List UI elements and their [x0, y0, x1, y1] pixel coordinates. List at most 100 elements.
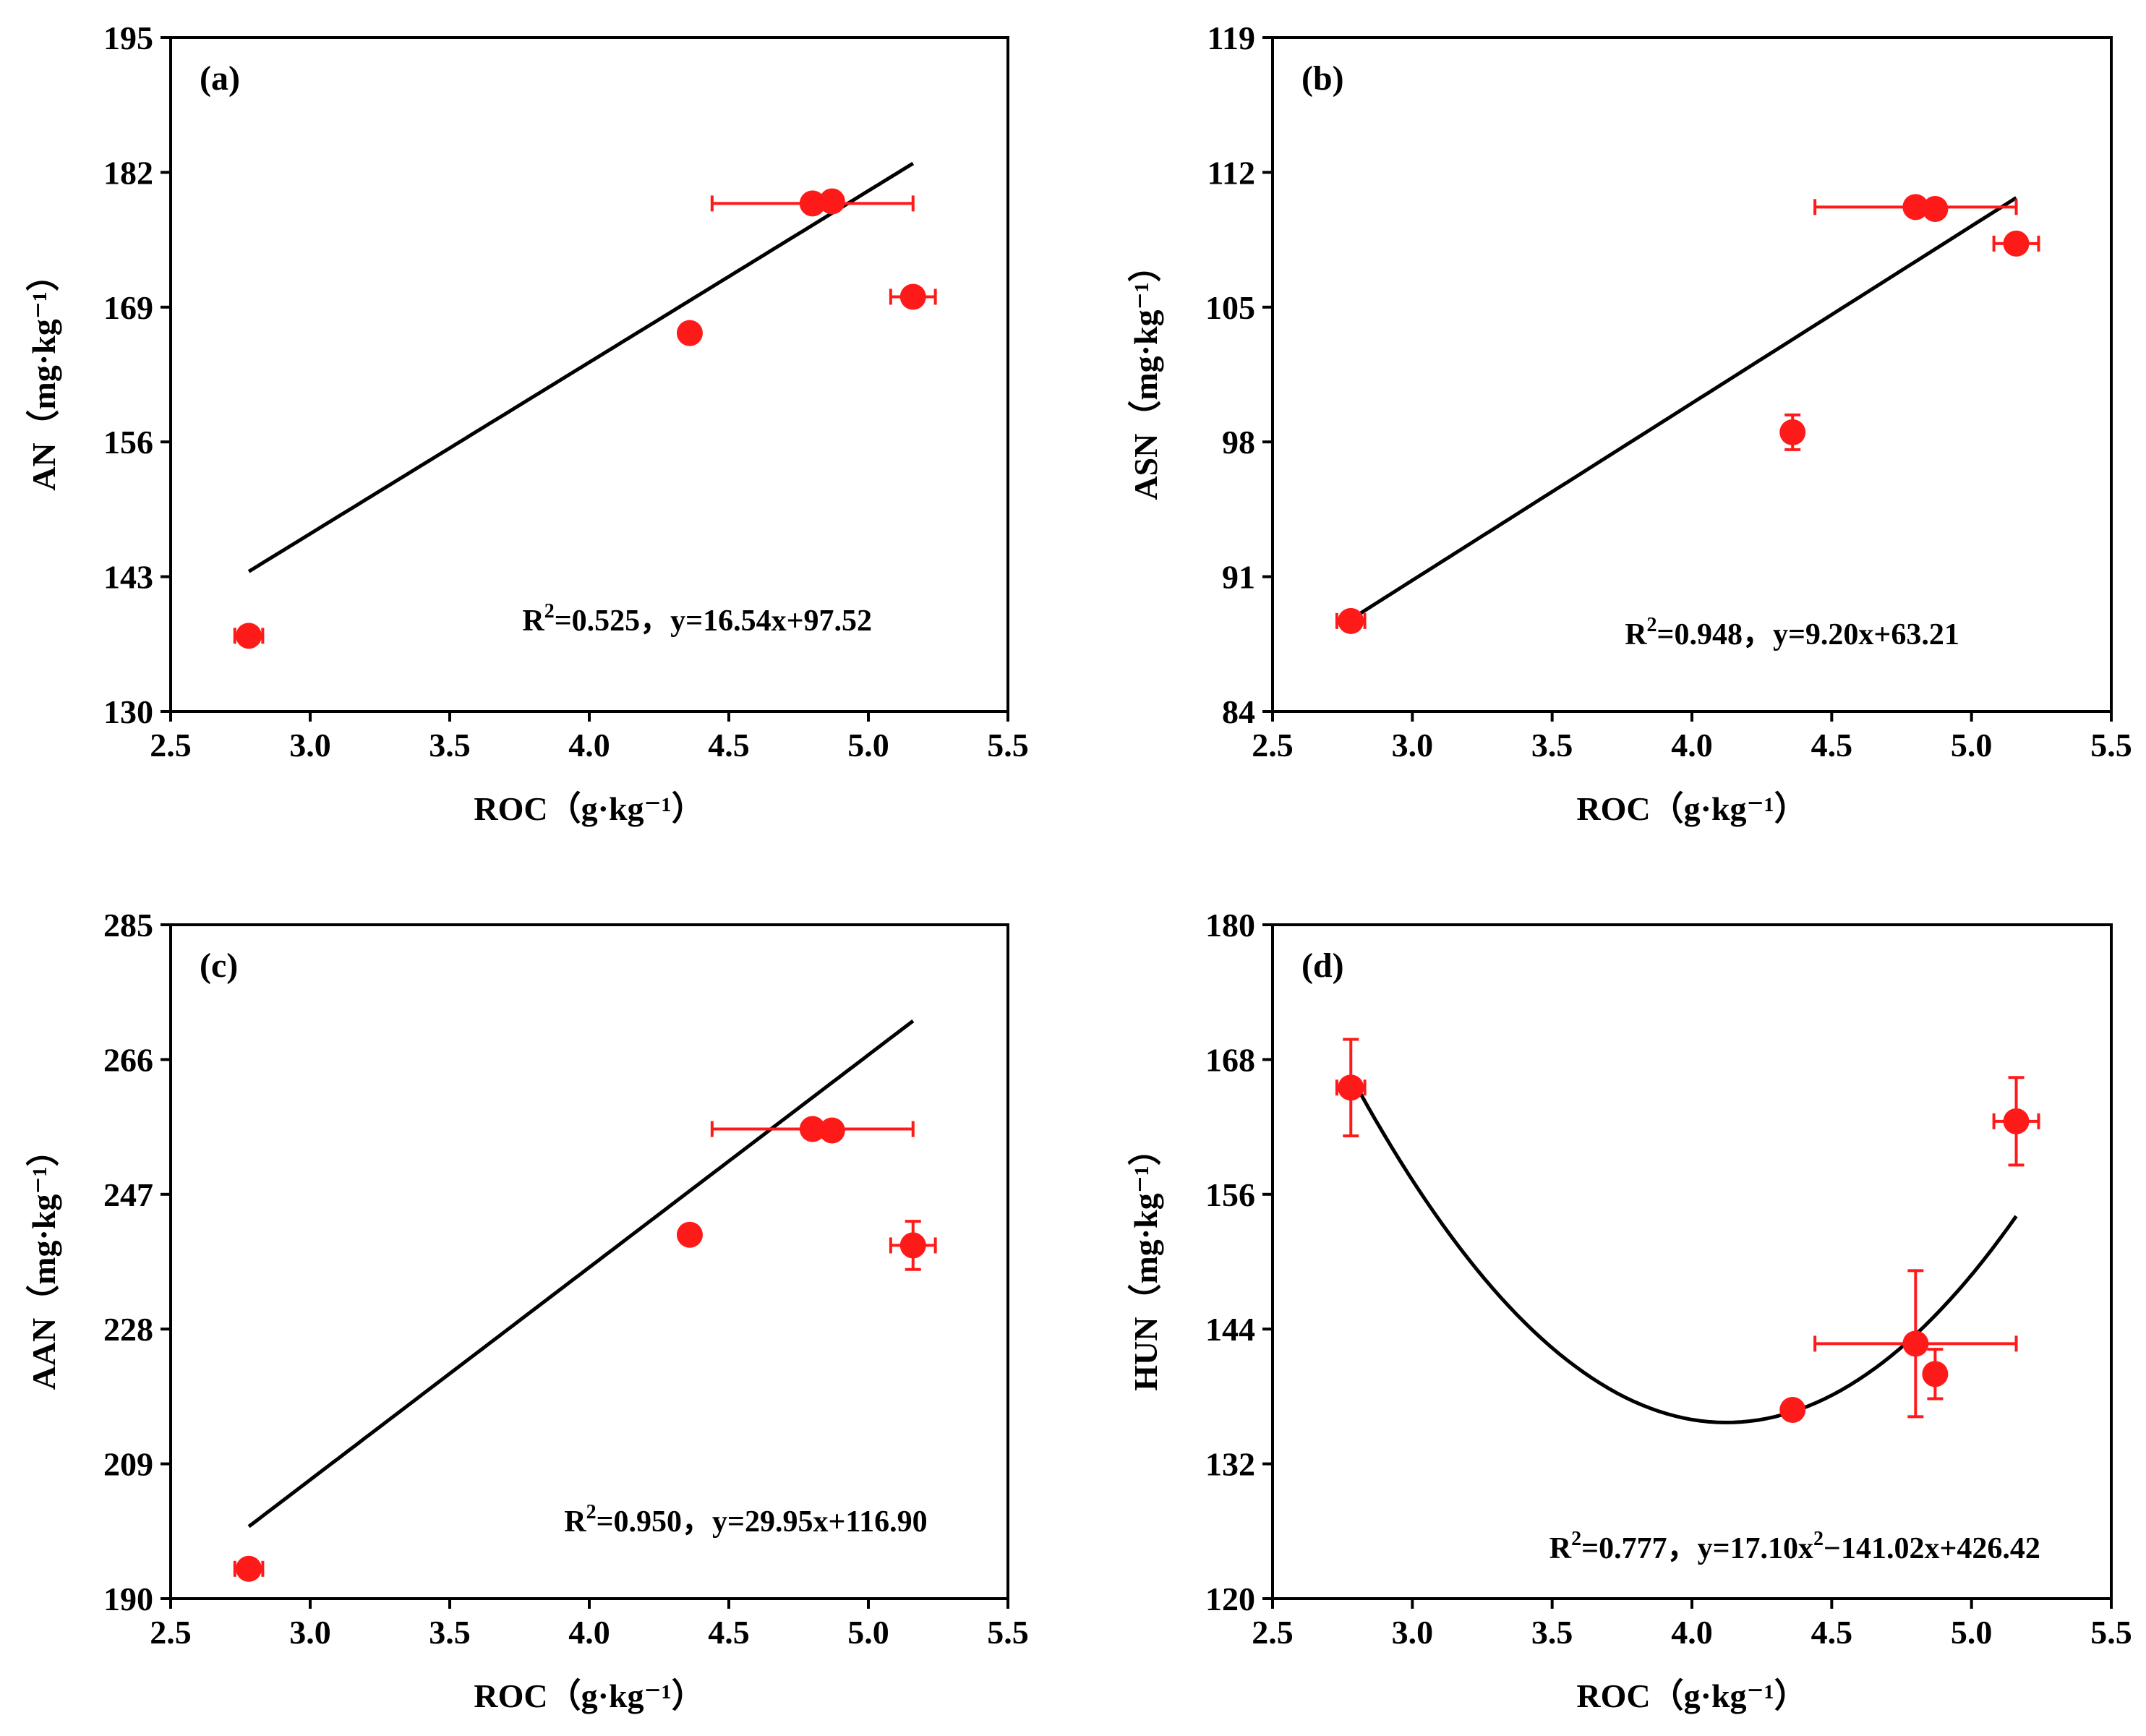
- x-tick-label: 5.0: [1951, 727, 1993, 764]
- data-point: [1922, 195, 1949, 222]
- x-tick-label: 3.5: [1531, 1614, 1573, 1651]
- equation-tail: −141.02x+426.42: [1824, 1532, 2040, 1565]
- y-axis-label: AN（mg·kg⁻¹）: [25, 258, 62, 491]
- x-tick-label: 5.0: [1951, 1614, 1993, 1651]
- equation: y=16.54x+97.52: [670, 604, 872, 638]
- r2-label: R: [564, 1505, 586, 1539]
- x-tick-label: 5.5: [987, 727, 1029, 764]
- y-tick-label: 247: [103, 1176, 153, 1213]
- r2-superscript: 2: [1647, 614, 1657, 636]
- data-point: [1779, 1397, 1806, 1424]
- panel-label: (d): [1301, 946, 1344, 985]
- regression-annotation: R2=0.525，y=16.54x+97.52: [522, 600, 872, 638]
- x-axis-unit: （g·kg⁻¹）: [548, 1677, 705, 1714]
- r2-superscript: 2: [544, 600, 555, 623]
- equation: y=17.10x: [1698, 1532, 1813, 1565]
- x-tick-label: 2.5: [150, 727, 192, 764]
- data-point: [818, 188, 845, 215]
- x-axis-name: ROC: [1576, 790, 1650, 827]
- x-axis-unit: （g·kg⁻¹）: [548, 790, 705, 827]
- x-tick-label: 5.0: [847, 1614, 889, 1651]
- y-tick-label: 120: [1205, 1581, 1255, 1617]
- x-tick-label: 2.5: [1252, 1614, 1294, 1651]
- r2-value: =0.777，: [1581, 1532, 1697, 1565]
- x-tick-label: 3.0: [289, 1614, 331, 1651]
- y-tick-label: 180: [1205, 907, 1255, 944]
- y-tick-label: 143: [103, 559, 153, 596]
- r2-value: =0.525，: [555, 604, 670, 638]
- x-axis-label: ROC（g·kg⁻¹）: [474, 790, 704, 827]
- y-axis-label: ASN（mg·kg⁻¹）: [1127, 249, 1164, 500]
- y-axis-name: AN: [25, 442, 62, 490]
- regression-annotation: R2=0.950，y=29.95x+116.90: [564, 1501, 927, 1539]
- fit-line: [247, 161, 915, 573]
- fit-line: [247, 1019, 915, 1528]
- data-point: [899, 283, 926, 310]
- x-axis-name: ROC: [474, 1677, 547, 1714]
- regression-annotation: R2=0.948，y=9.20x+63.21: [1625, 614, 1959, 651]
- data-point: [1338, 607, 1364, 634]
- r2-label: R: [522, 604, 544, 638]
- y-tick-label: 209: [103, 1446, 153, 1483]
- x-tick-label: 5.5: [2090, 727, 2132, 764]
- x-tick-label: 3.5: [1531, 727, 1573, 764]
- x-tick-label: 3.0: [289, 727, 331, 764]
- panel-label: (c): [200, 946, 238, 985]
- x-tick-label: 3.0: [1392, 727, 1434, 764]
- y-axis-name: HUN: [1127, 1317, 1164, 1391]
- y-tick-label: 91: [1222, 559, 1255, 596]
- y-tick-label: 266: [103, 1041, 153, 1078]
- panel-c: 2.5 3.0 3.5 4.0 4.5 5.0 5.5 190 209 228 247 266 285 R…: [25, 907, 1029, 1714]
- panel-label: (a): [200, 59, 240, 98]
- r2-superscript: 2: [1571, 1528, 1581, 1550]
- y-tick-label: 112: [1207, 154, 1255, 191]
- panel-label: (b): [1301, 59, 1344, 98]
- y-axis-unit: （mg·kg⁻¹）: [25, 1134, 62, 1318]
- x-axis-unit: （g·kg⁻¹）: [1651, 1677, 1808, 1714]
- x-tick-label: 4.5: [1811, 1614, 1853, 1651]
- data-point: [1922, 1361, 1949, 1387]
- x-tick-label: 3.5: [429, 727, 471, 764]
- panel-b: 2.5 3.0 3.5 4.0 4.5 5.0 5.5849198105112119ROC（…: [1127, 20, 2132, 827]
- panel-d: 2.5 3.0 3.5 4.0 4.5 5.0 5.5 120 132 144 156 168 180 R…: [1127, 907, 2132, 1714]
- r2-value: =0.950，: [597, 1505, 712, 1539]
- y-tick-label: 169: [103, 289, 153, 326]
- y-tick-label: 190: [103, 1581, 153, 1617]
- y-axis-name: AAN: [25, 1318, 62, 1390]
- fit-line: [1349, 196, 2017, 621]
- r2-superscript: 2: [586, 1501, 597, 1523]
- x-axis-name: ROC: [474, 790, 547, 827]
- x-tick-label: 5.5: [2090, 1614, 2132, 1651]
- y-tick-label: 195: [103, 20, 153, 56]
- data-point: [1902, 1330, 1929, 1357]
- y-tick-label: 182: [103, 154, 153, 191]
- y-tick-label: 132: [1205, 1446, 1255, 1483]
- x-tick-label: 4.0: [1671, 727, 1713, 764]
- y-axis-label: HUN（mg·kg⁻¹）: [1127, 1132, 1164, 1391]
- x-axis-name: ROC: [1576, 1677, 1650, 1714]
- data-point: [799, 1116, 826, 1142]
- regression-annotation: R2=0.777，y=17.10x2−141.02x+426.42: [1549, 1528, 2040, 1565]
- x-axis-label: ROC（g·kg⁻¹）: [1576, 790, 1807, 827]
- y-tick-label: 119: [1207, 20, 1255, 56]
- y-tick-label: 285: [103, 907, 153, 944]
- x-tick-label: 3.5: [429, 1614, 471, 1651]
- r2-label: R: [1549, 1532, 1572, 1565]
- x-tick-label: 2.5: [150, 1614, 192, 1651]
- r2-value: =0.948，: [1657, 618, 1773, 651]
- x-tick-label: 4.0: [568, 727, 610, 764]
- y-tick-label: 168: [1205, 1041, 1255, 1078]
- y-tick-label: 144: [1205, 1311, 1255, 1348]
- y-tick-label: 98: [1222, 424, 1255, 461]
- data-point: [676, 1221, 703, 1248]
- x-tick-label: 4.5: [708, 727, 750, 764]
- x-tick-label: 5.5: [987, 1614, 1029, 1651]
- x-tick-label: 4.5: [1811, 727, 1853, 764]
- y-axis-name: ASN: [1127, 434, 1164, 500]
- plot-frame: [169, 923, 1009, 1600]
- plot-frame: [1271, 36, 2113, 713]
- panel-a: 2.5 3.0 3.5 4.0 4.5 5.0 5.5 130 143 156 169 182 195 R…: [25, 20, 1029, 827]
- x-axis-label: ROC（g·kg⁻¹）: [474, 1677, 704, 1714]
- x-tick-label: 2.5: [1252, 727, 1294, 764]
